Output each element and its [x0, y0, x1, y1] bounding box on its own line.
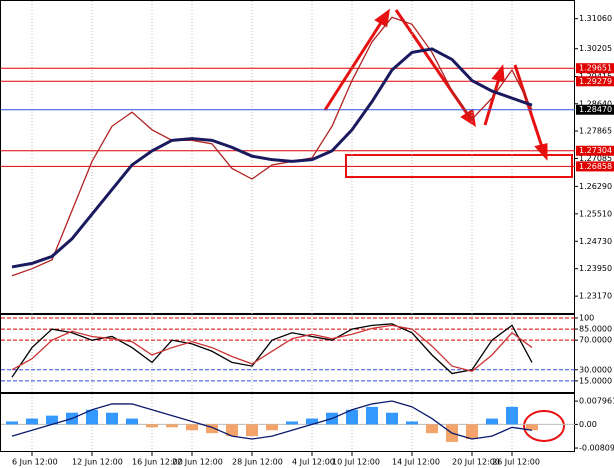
x-tick-label: 4 Jul 12:00 [292, 458, 335, 467]
arrow-head [491, 64, 505, 82]
arrow-head [374, 8, 391, 28]
arrow [513, 64, 545, 151]
x-tick-label: 26 Jul 12:00 [492, 458, 540, 467]
histogram-bar [306, 418, 318, 425]
histogram-bar [206, 424, 218, 434]
x-tick-label: 14 Jul 12:00 [392, 458, 440, 467]
arrow [323, 17, 386, 111]
level-label-bg [576, 104, 614, 115]
y-tick-label: 100 [579, 313, 594, 322]
y-tick-label: 1.24730 [579, 237, 612, 246]
x-tick-label: 20 Jul 12:00 [452, 458, 500, 467]
y-tick-label: 1.26290 [579, 182, 612, 191]
histogram-bar [186, 424, 198, 431]
x-tick-label: 6 Jun 12:00 [12, 458, 58, 467]
series-line [11, 324, 533, 372]
level-label: 1.29279 [579, 77, 612, 86]
y-tick-label: 1.28640 [579, 99, 612, 108]
level-label-bg [576, 161, 614, 172]
histogram-bar [286, 421, 298, 425]
arrow [483, 74, 502, 126]
histogram-bar [366, 406, 378, 425]
level-label: 1.28470 [579, 105, 612, 114]
y-tick-label: 70.0000 [579, 336, 612, 345]
histogram-bar [486, 418, 498, 425]
histogram-bar [266, 424, 278, 431]
series-line [11, 47, 533, 269]
level-label: 1.29651 [579, 64, 612, 73]
histogram-bar [6, 421, 18, 425]
y-tick-label: 0.0079618 [579, 397, 614, 406]
x-tick-label: 12 Jun 12:00 [72, 458, 123, 467]
main-frame [0, 0, 575, 314]
stoch-frame [0, 314, 575, 393]
annotations [323, 8, 573, 442]
series-line [11, 16, 533, 277]
histogram-bar [526, 424, 538, 431]
circle [523, 410, 565, 442]
histogram-bar [26, 418, 38, 425]
y-tick-label: 85.0000 [579, 325, 612, 334]
histogram-bar [86, 409, 98, 425]
level-label-bg [576, 76, 614, 87]
histogram-bar [506, 406, 518, 425]
y-tick-label: 1.23170 [579, 292, 612, 301]
histogram-bar [126, 418, 138, 425]
histogram-bar [346, 409, 358, 425]
histogram-bar [386, 412, 398, 425]
macd-frame [0, 393, 575, 452]
level-label-bg [576, 63, 614, 74]
x-tick-label: 10 Jul 12:00 [332, 458, 380, 467]
y-tick-label: 1.25510 [579, 209, 612, 218]
x-tick-label: 22 Jun 12:00 [172, 458, 223, 467]
x-tick-label: 16 Jun 12:00 [132, 458, 183, 467]
level-label: 1.26858 [579, 162, 612, 171]
histogram-bar [226, 424, 238, 437]
histogram-bar [406, 421, 418, 425]
y-tick-label: 1.27085 [579, 154, 612, 163]
series-line [11, 323, 533, 378]
series-line [11, 400, 533, 440]
y-tick-label: 1.31060 [579, 14, 612, 23]
level-label-bg [576, 145, 614, 156]
histogram-bar [246, 424, 258, 437]
y-tick-label: -0.0080917 [579, 444, 614, 453]
y-tick-label: 1.23950 [579, 264, 612, 273]
histogram-bar [166, 424, 178, 428]
y-tick-label: 30.0000 [579, 365, 612, 374]
histogram-bar [146, 424, 158, 428]
y-tick-label: 15.0000 [579, 376, 612, 385]
y-tick-label: 0.00 [579, 420, 597, 429]
histogram-bar [106, 412, 118, 425]
x-tick-label: 28 Jun 12:00 [232, 458, 283, 467]
histogram-bar [426, 424, 438, 434]
histogram-bar [466, 424, 478, 440]
y-tick-label: 1.30205 [579, 44, 612, 53]
y-tick-label: 1.27865 [579, 127, 612, 136]
histogram-bar [46, 415, 58, 425]
level-label: 1.27304 [579, 146, 612, 155]
